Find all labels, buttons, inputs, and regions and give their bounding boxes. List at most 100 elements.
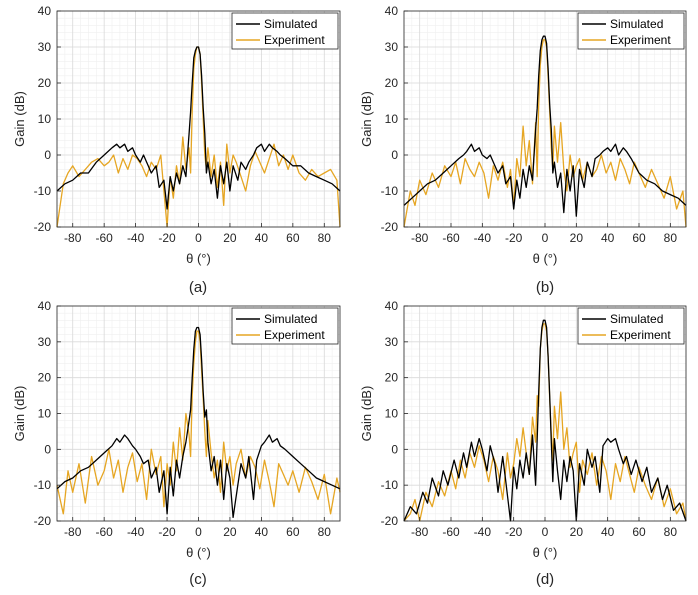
series-experiment-line-b [403,39,687,228]
y-tick-label: 40 [385,299,399,313]
caption-a: (a) [189,279,207,296]
x-tick-label: 20 [223,525,237,539]
series-simulated-line-a [56,46,341,210]
y-tick-label: 10 [385,112,399,126]
x-tick-label: 60 [632,525,646,539]
x-tick-label: -40 [127,525,145,539]
x-tick-label: -20 [505,231,523,245]
legend-label-simulated: Simulated [264,17,317,31]
y-tick-label: 10 [38,407,52,421]
x-tick-label: -40 [474,525,492,539]
y-tick-label: 30 [38,40,52,54]
panel-a: -80 -60 -40 -20 0 20 40 60 80 -20 -10 0 10 20 30 40 θ (°… [12,4,341,296]
x-axis-label-c: θ (°) [186,545,211,560]
y-tick-label: 0 [44,442,51,456]
legend-label-simulated: Simulated [610,312,663,326]
legend-b: Simulated Experiment [577,12,685,50]
series-simulated-line-c [56,326,341,519]
legend-label-experiment: Experiment [264,33,325,47]
x-tick-label: -20 [158,525,176,539]
x-tick-label: -60 [95,525,113,539]
x-tick-label: 60 [632,231,646,245]
legend-a: Simulated Experiment [231,12,339,50]
x-tick-label: 0 [542,231,549,245]
legend-label-simulated: Simulated [264,312,317,326]
x-tick-label: -60 [95,231,113,245]
x-axis-label-b: θ (°) [533,251,558,266]
x-axis-label-a: θ (°) [186,251,211,266]
x-tick-label: 80 [664,231,678,245]
legend-c: Simulated Experiment [231,307,339,345]
y-axis-label-a: Gain (dB) [12,91,27,147]
x-tick-label: 40 [255,231,269,245]
x-tick-label: -80 [64,525,82,539]
y-tick-label: -10 [381,478,399,492]
series-simulated-line-b [403,35,687,217]
x-tick-label: -80 [411,231,429,245]
x-tick-label: -20 [158,231,176,245]
y-tick-label: 40 [385,4,399,18]
y-tick-label: 20 [38,371,52,385]
x-tick-label: 60 [286,525,300,539]
y-tick-label: -20 [34,220,52,234]
y-axis-label-d: Gain (dB) [359,386,374,442]
y-tick-label: -20 [34,514,52,528]
legend-d: Simulated Experiment [577,307,685,345]
y-tick-label: 0 [44,148,51,162]
y-tick-label: 30 [385,335,399,349]
y-tick-label: 30 [385,40,399,54]
x-tick-label: -60 [442,525,460,539]
legend-label-simulated: Simulated [610,17,663,31]
legend-label-experiment: Experiment [610,328,671,342]
x-tick-label: 60 [286,231,300,245]
y-tick-label: -20 [381,514,399,528]
x-tick-label: 20 [223,231,237,245]
y-tick-label: 10 [385,407,399,421]
x-tick-label: -40 [474,231,492,245]
x-tick-label: -40 [127,231,145,245]
y-tick-label: 10 [38,112,52,126]
legend-label-experiment: Experiment [610,33,671,47]
x-tick-label: 40 [255,525,269,539]
y-tick-label: 40 [38,4,52,18]
series-simulated-line-d [403,319,687,522]
x-tick-label: 80 [664,525,678,539]
panel-d: -80 -60 -40 -20 0 20 40 60 80 -20 -10 0 10 20 30 40 θ (°… [359,299,687,588]
panel-b: -80 -60 -40 -20 0 20 40 60 80 -20 -10 0 10 20 30 40 θ (°… [359,4,687,296]
y-tick-label: -10 [34,184,52,198]
legend-box [577,307,685,345]
x-tick-label: -80 [411,525,429,539]
x-tick-label: 80 [318,525,332,539]
y-tick-label: 30 [38,335,52,349]
x-tick-label: 20 [570,525,584,539]
x-tick-label: 80 [318,231,332,245]
y-tick-label: 20 [385,76,399,90]
x-tick-label: 20 [570,231,584,245]
y-tick-label: 40 [38,299,52,313]
x-tick-label: 40 [601,231,615,245]
y-tick-label: -20 [381,220,399,234]
legend-box [577,12,685,50]
x-tick-label: -80 [64,231,82,245]
x-tick-label: -60 [442,231,460,245]
legend-label-experiment: Experiment [264,328,325,342]
x-tick-label: 0 [195,525,202,539]
legend-box [231,12,339,50]
caption-b: (b) [536,279,554,296]
x-tick-label: -20 [505,525,523,539]
caption-d: (d) [536,571,554,588]
y-tick-label: 0 [391,148,398,162]
x-tick-label: 0 [195,231,202,245]
y-tick-label: -10 [381,184,399,198]
y-tick-label: 20 [385,371,399,385]
y-tick-label: -10 [34,478,52,492]
x-tick-label: 40 [601,525,615,539]
caption-c: (c) [189,571,207,588]
y-axis-label-b: Gain (dB) [359,91,374,147]
x-tick-label: 0 [542,525,549,539]
y-tick-label: 0 [391,442,398,456]
panel-c: -80 -60 -40 -20 0 20 40 60 80 -20 -10 0 10 20 30 40 θ (°… [12,299,341,588]
legend-box [231,307,339,345]
x-axis-label-d: θ (°) [533,545,558,560]
